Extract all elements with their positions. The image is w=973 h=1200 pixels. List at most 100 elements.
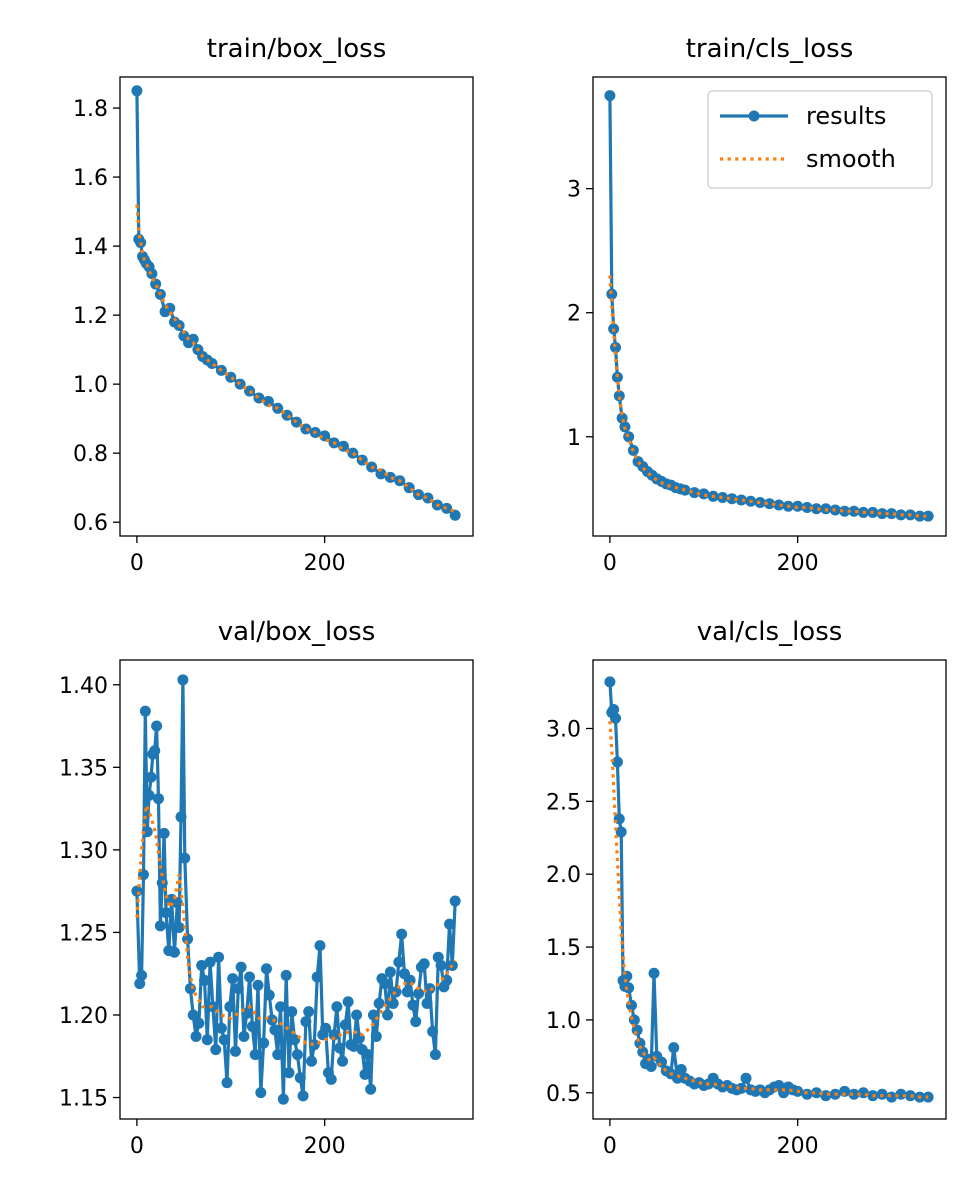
results-point	[275, 1001, 287, 1013]
results-point	[280, 969, 292, 981]
results-point	[229, 1045, 241, 1057]
results-point	[325, 1073, 337, 1085]
y-tick-label: 1.40	[59, 674, 108, 699]
results-point	[294, 1072, 306, 1084]
results-point	[227, 973, 239, 985]
axes-frame	[119, 76, 474, 537]
results-point	[272, 1049, 284, 1061]
y-tick-label: 1.25	[59, 921, 108, 946]
x-tick-label: 200	[304, 551, 346, 576]
results-point	[610, 712, 622, 724]
results-point	[390, 986, 402, 998]
results-point	[740, 1072, 752, 1084]
results-point	[401, 986, 413, 998]
results-point	[675, 1063, 687, 1075]
axes-frame	[119, 659, 474, 1120]
y-tick-label: 1.35	[59, 756, 108, 781]
results-point	[886, 508, 898, 520]
y-tick-label: 0.6	[73, 511, 108, 536]
subplot-title: train/cls_loss	[686, 34, 854, 64]
results-line	[135, 90, 457, 517]
results-point	[258, 1037, 270, 1049]
y-tick-label: 0.5	[546, 1082, 581, 1107]
plot-area	[131, 85, 461, 521]
results-point	[207, 1001, 219, 1013]
x-tick-label: 0	[603, 1134, 617, 1159]
results-point	[152, 793, 164, 805]
results-point	[441, 974, 453, 986]
results-point	[848, 505, 860, 517]
results-point	[300, 423, 312, 435]
results-point	[303, 1006, 315, 1018]
results-point	[645, 1061, 657, 1073]
results-point	[179, 852, 191, 864]
x-tick-label: 200	[304, 1134, 346, 1159]
results-point	[190, 1030, 202, 1042]
results-point	[173, 921, 185, 933]
results-point	[143, 789, 155, 801]
results-point	[347, 447, 359, 459]
results-point	[382, 1009, 394, 1021]
y-tick-label: 1.15	[59, 1087, 108, 1112]
results-point	[255, 1087, 267, 1099]
x-tick-label: 0	[130, 1134, 144, 1159]
results-point	[213, 951, 225, 963]
smooth-line	[135, 204, 456, 514]
subplot-2: train/cls_loss 0 200 1 2 3 results smooth	[567, 34, 947, 576]
results-point	[407, 999, 419, 1011]
x-tick-label: 0	[603, 551, 617, 576]
results-point	[175, 811, 187, 823]
results-point	[735, 494, 747, 506]
results-point	[623, 431, 635, 443]
results-point	[615, 826, 627, 838]
y-tick-label: 3	[567, 178, 581, 203]
y-tick-label: 1.2	[73, 304, 108, 329]
results-point	[365, 1083, 377, 1095]
results-point	[187, 1009, 199, 1021]
y-tick-label: 1.0	[546, 1009, 581, 1034]
y-tick-label: 1.30	[59, 839, 108, 864]
results-point	[421, 997, 433, 1009]
results-point	[328, 1029, 340, 1041]
results-point	[613, 390, 625, 402]
results-point	[449, 509, 461, 521]
results-point	[379, 978, 391, 990]
results-point	[168, 946, 180, 958]
results-point	[449, 895, 461, 907]
subplot-title: train/box_loss	[207, 34, 387, 64]
subplot-title: val/box_loss	[218, 617, 376, 647]
results-point	[717, 492, 729, 504]
results-point	[384, 966, 396, 978]
results-point	[413, 988, 425, 1000]
results-point	[396, 928, 408, 940]
y-tick-label: 1.0	[73, 373, 108, 398]
results-point	[435, 959, 447, 971]
results-point	[131, 85, 143, 97]
results-point	[215, 1022, 227, 1034]
results-line	[608, 681, 929, 1099]
results-point	[224, 1001, 236, 1013]
results-point	[648, 967, 660, 979]
results-point	[393, 956, 405, 968]
y-tick-label: 1	[567, 426, 581, 451]
results-point	[904, 1090, 916, 1102]
results-point	[424, 983, 436, 995]
results-point	[726, 493, 738, 505]
results-point	[260, 963, 272, 975]
results-point	[262, 395, 274, 407]
results-point	[362, 1049, 374, 1061]
y-tick-label: 1.8	[73, 97, 108, 122]
results-point	[764, 498, 775, 510]
y-tick-label: 1.20	[59, 1004, 108, 1029]
results-point	[263, 989, 275, 1001]
results-point	[604, 90, 616, 102]
results-point	[427, 1025, 439, 1037]
subplot-title: val/cls_loss	[697, 617, 843, 647]
results-point	[286, 1006, 298, 1018]
legend-results-marker	[748, 110, 760, 122]
axes-frame	[592, 76, 947, 537]
results-point	[311, 971, 323, 983]
results-point	[623, 982, 635, 994]
results-point	[171, 897, 183, 909]
